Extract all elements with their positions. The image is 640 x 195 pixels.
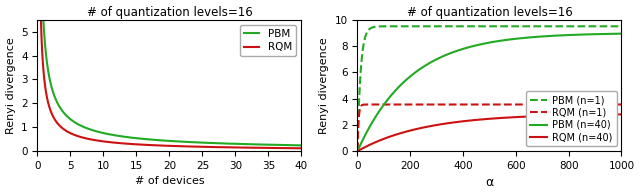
RQM (n=1) xyxy=(354,149,362,151)
PBM (n=1) xyxy=(618,25,625,27)
PBM (n=1) xyxy=(467,25,474,27)
Line: PBM: PBM xyxy=(41,0,301,145)
PBM (n=40) xyxy=(384,98,392,101)
Y-axis label: Renyi divergence: Renyi divergence xyxy=(319,37,329,134)
Line: PBM (n=1): PBM (n=1) xyxy=(358,26,621,150)
RQM (n=1) xyxy=(612,103,620,106)
RQM xyxy=(235,146,243,149)
RQM (n=40) xyxy=(467,119,474,122)
RQM (n=40) xyxy=(354,150,362,152)
Line: PBM (n=40): PBM (n=40) xyxy=(358,34,621,151)
PBM (n=1) xyxy=(384,25,392,27)
RQM (n=40) xyxy=(612,113,620,116)
RQM (n=1) xyxy=(455,103,463,106)
PBM xyxy=(188,141,196,143)
Legend: PBM (n=1), RQM (n=1), PBM (n=40), RQM (n=40): PBM (n=1), RQM (n=1), PBM (n=40), RQM (n… xyxy=(526,91,616,146)
Title: # of quantization levels=16: # of quantization levels=16 xyxy=(406,5,572,19)
RQM (n=1) xyxy=(384,103,392,106)
RQM (n=40) xyxy=(455,121,463,123)
PBM (n=40) xyxy=(467,46,474,48)
X-axis label: α: α xyxy=(485,176,493,190)
X-axis label: # of devices: # of devices xyxy=(134,176,204,186)
RQM xyxy=(37,14,45,16)
RQM (n=1) xyxy=(618,103,625,106)
PBM (n=1) xyxy=(584,25,592,27)
RQM xyxy=(53,121,61,123)
RQM (n=40) xyxy=(399,131,407,134)
Line: RQM (n=1): RQM (n=1) xyxy=(358,105,621,150)
PBM (n=40) xyxy=(399,81,407,84)
PBM xyxy=(235,143,243,145)
RQM xyxy=(261,147,269,149)
RQM (n=40) xyxy=(584,114,591,116)
PBM (n=1) xyxy=(472,25,480,27)
PBM xyxy=(53,100,61,103)
RQM (n=40) xyxy=(618,113,625,116)
RQM (n=1) xyxy=(467,103,474,106)
PBM (n=40) xyxy=(455,49,463,51)
PBM (n=1) xyxy=(455,25,463,27)
PBM (n=40) xyxy=(354,150,362,152)
RQM (n=40) xyxy=(384,136,392,139)
PBM (n=40) xyxy=(584,33,591,35)
RQM xyxy=(298,147,305,149)
Y-axis label: Renyi divergence: Renyi divergence xyxy=(6,37,15,134)
PBM (n=40) xyxy=(618,33,625,35)
RQM (n=1) xyxy=(584,103,592,106)
RQM xyxy=(195,145,203,148)
PBM xyxy=(203,142,211,144)
PBM (n=1) xyxy=(354,149,362,151)
RQM (n=1) xyxy=(399,103,407,106)
Line: RQM (n=40): RQM (n=40) xyxy=(358,114,621,151)
PBM xyxy=(195,141,203,144)
PBM xyxy=(298,144,305,146)
PBM (n=1) xyxy=(612,25,620,27)
PBM xyxy=(261,144,269,146)
Legend: PBM, RQM: PBM, RQM xyxy=(239,25,296,56)
PBM (n=40) xyxy=(612,33,620,35)
RQM (n=1) xyxy=(393,103,401,106)
RQM xyxy=(203,146,211,148)
Title: # of quantization levels=16: # of quantization levels=16 xyxy=(86,5,252,19)
Line: RQM: RQM xyxy=(41,15,301,148)
PBM (n=1) xyxy=(399,25,407,27)
RQM xyxy=(188,145,196,148)
